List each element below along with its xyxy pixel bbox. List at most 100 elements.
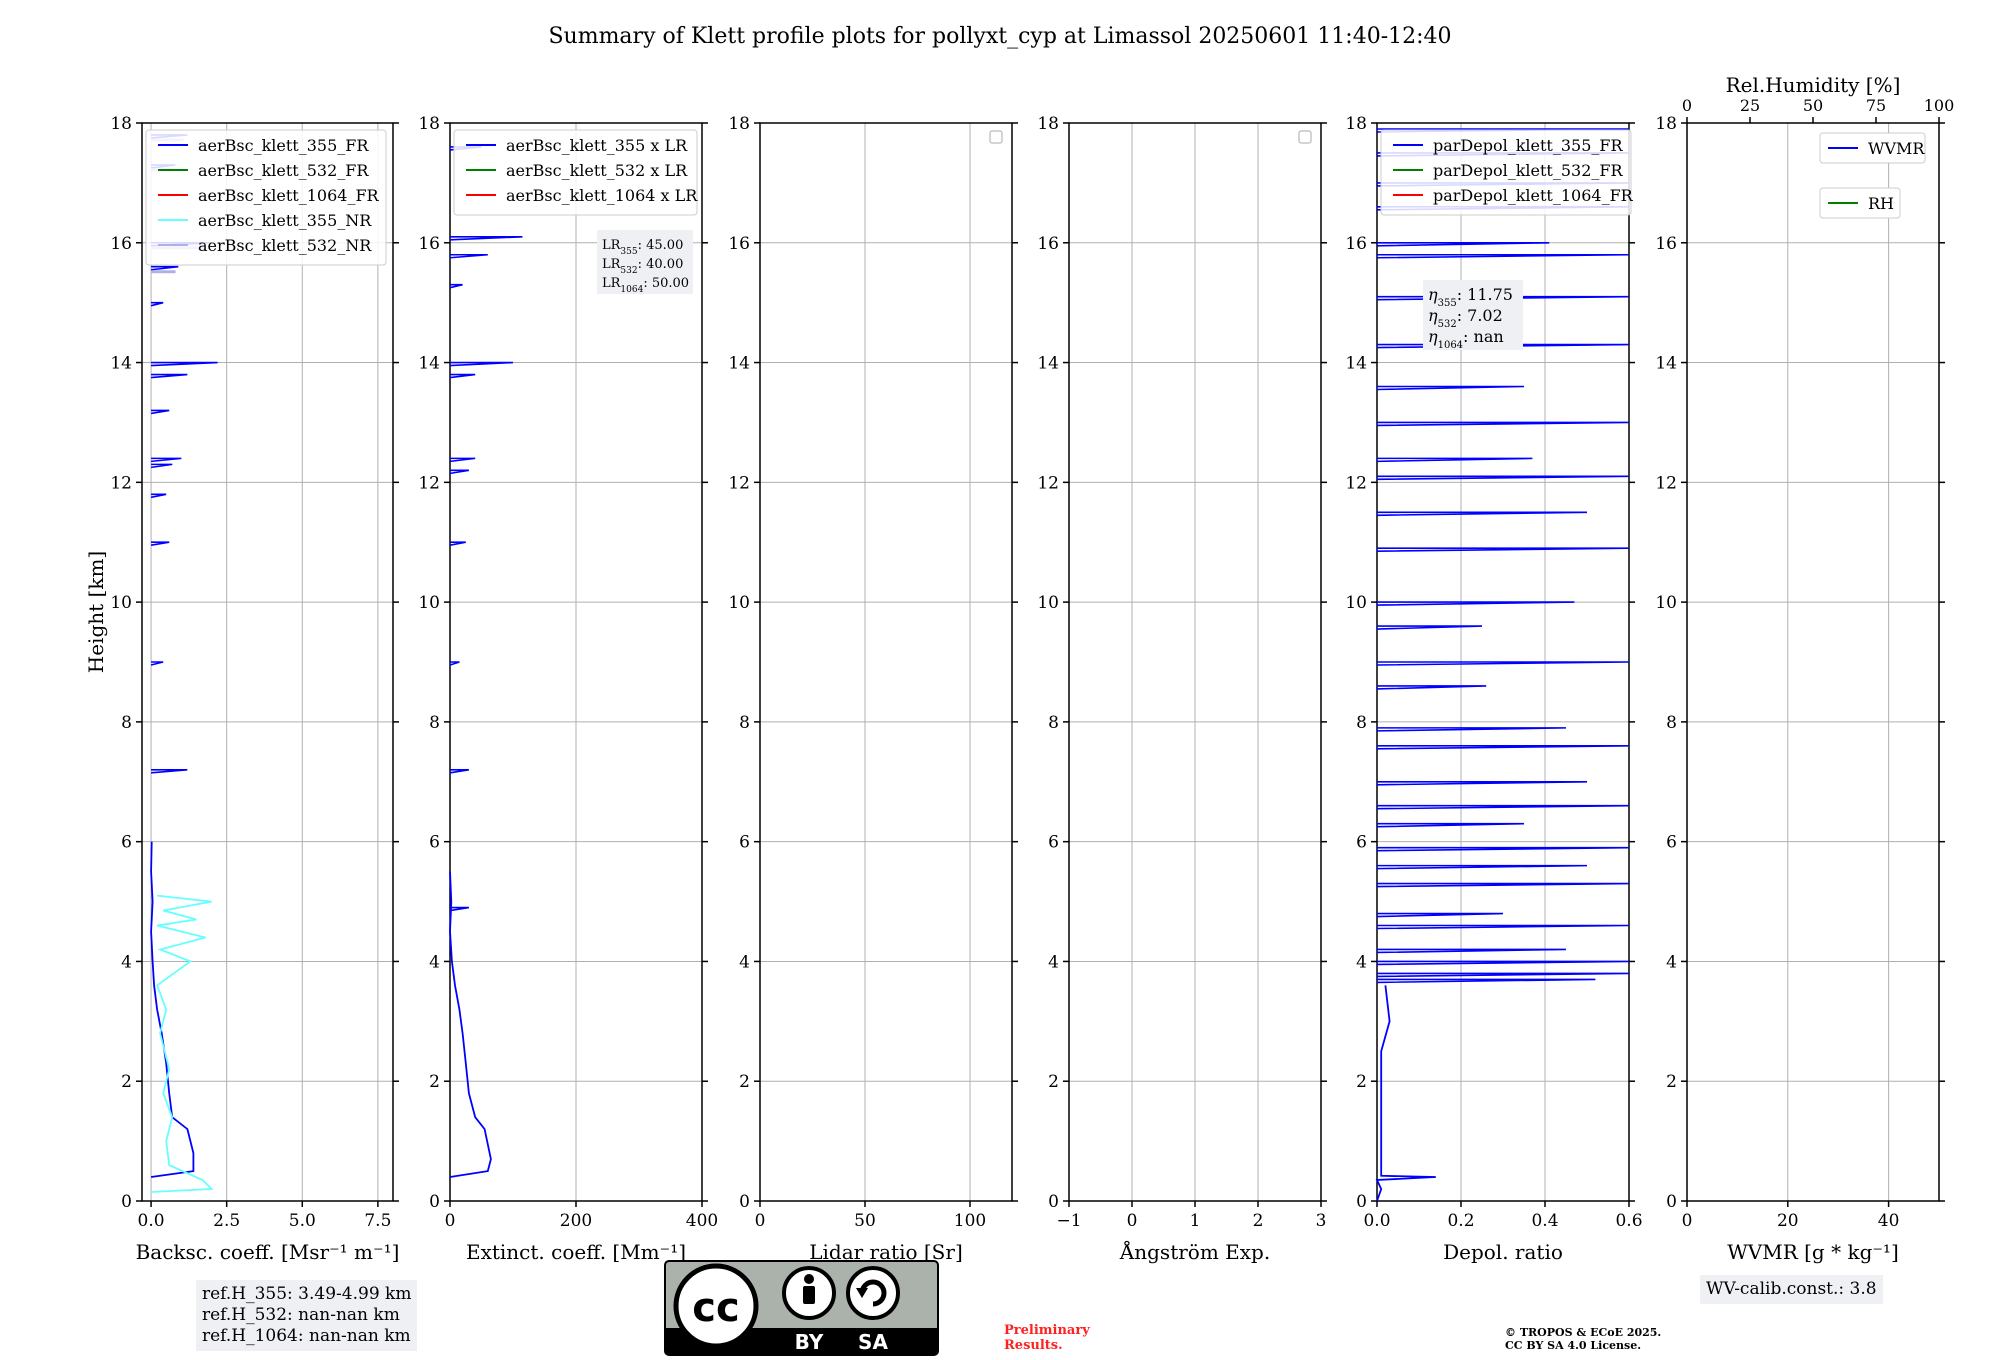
legend-label-parDepol_klett_532_FR: parDepol_klett_532_FR bbox=[1433, 161, 1624, 180]
y-tick-label: 12 bbox=[728, 473, 750, 493]
legend-box bbox=[1819, 132, 1926, 164]
y-tick-label: 6 bbox=[1666, 833, 1677, 853]
profile-spike bbox=[449, 906, 470, 912]
y-tick-label: 12 bbox=[1655, 473, 1677, 493]
legend-box bbox=[1819, 187, 1901, 219]
y-tick-label: 10 bbox=[110, 593, 132, 613]
panel-extinction: 0 200 400 0 2 4 6 8 10 12 14 16 18 Extinct. coeff. [M… bbox=[418, 114, 718, 1264]
series-aerBsc_klett_355 x LR bbox=[449, 871, 492, 1178]
y-tick-label: 16 bbox=[1655, 234, 1677, 254]
y-tick-label: 4 bbox=[1048, 952, 1059, 972]
y-tick-label: 0 bbox=[429, 1192, 440, 1212]
top-x-tick-label: 100 bbox=[1924, 96, 1955, 115]
y-tick-label: 18 bbox=[1345, 114, 1367, 134]
y-tick-label: 4 bbox=[739, 952, 750, 972]
profile-spike bbox=[449, 768, 470, 774]
y-tick-label: 12 bbox=[418, 473, 440, 493]
profile-spike bbox=[449, 469, 470, 475]
lr-info-line: LR532: 40.00 bbox=[602, 257, 683, 276]
profile-spike bbox=[1376, 804, 1630, 810]
lr-info-box bbox=[597, 230, 693, 294]
x-tick-label: 0 bbox=[1127, 1211, 1138, 1231]
profile-spike bbox=[1376, 661, 1630, 666]
panel-wvmr: 0 20 40 0 2 4 6 8 10 12 14 16 18 WVMR [g * kg⁻¹] WVMR R… bbox=[1655, 73, 1954, 1264]
axes-frame bbox=[759, 122, 1013, 1202]
y-tick-label: 4 bbox=[121, 952, 132, 972]
wv-calib-const: WV-calib.const.: 3.8 bbox=[1706, 1279, 1877, 1299]
x-tick-label: 2 bbox=[1253, 1211, 1264, 1231]
axes-frame bbox=[1068, 122, 1322, 1202]
profile-spike bbox=[1376, 912, 1504, 918]
y-tick-label: 16 bbox=[728, 234, 750, 254]
y-axis-label: Height [km] bbox=[84, 551, 108, 673]
x-tick-label: 0 bbox=[1682, 1211, 1693, 1231]
profile-spike bbox=[150, 457, 182, 463]
profile-spike bbox=[150, 541, 170, 547]
series-aerBsc_klett_355_NR bbox=[151, 894, 214, 1193]
x-axis-label: WVMR [g * kg⁻¹] bbox=[1727, 1240, 1899, 1264]
y-tick-label: 6 bbox=[429, 833, 440, 853]
y-tick-label: 2 bbox=[121, 1072, 132, 1092]
profile-spike bbox=[150, 493, 167, 499]
axes-frame bbox=[1686, 122, 1940, 1202]
figure-title: Summary of Klett profile plots for polly… bbox=[548, 24, 1451, 49]
legend-label-aerBsc_klett_1064_FR: aerBsc_klett_1064_FR bbox=[198, 186, 380, 205]
legend-box bbox=[145, 129, 387, 266]
x-tick-label: 50 bbox=[854, 1211, 876, 1231]
panel-depol: 0.0 0.2 0.4 0.6 0 2 4 6 8 10 12 14 16 18 Depol. ratio p… bbox=[1345, 114, 1642, 1264]
profile-spike bbox=[1376, 846, 1630, 852]
y-tick-label: 2 bbox=[1356, 1072, 1367, 1092]
profile-spike bbox=[449, 661, 460, 666]
profile-spike bbox=[449, 235, 523, 241]
y-tick-label: 2 bbox=[429, 1072, 440, 1092]
ref-height-info: ref.H_355: 3.49-4.99 km ref.H_532: nan-n… bbox=[196, 1280, 418, 1351]
y-tick-label: 8 bbox=[429, 713, 440, 733]
y-tick-label: 18 bbox=[728, 114, 750, 134]
series-parDepol_klett_355_FR bbox=[1375, 985, 1436, 1202]
profile-spike bbox=[151, 373, 188, 379]
y-tick-label: 16 bbox=[1345, 234, 1367, 254]
y-tick-label: 18 bbox=[1655, 114, 1677, 134]
y-tick-label: 0 bbox=[1666, 1192, 1677, 1212]
y-tick-label: 8 bbox=[1356, 713, 1367, 733]
profile-spike bbox=[150, 463, 173, 469]
y-tick-label: 12 bbox=[110, 473, 132, 493]
y-tick-label: 16 bbox=[110, 234, 132, 254]
profile-spike bbox=[1376, 241, 1550, 247]
x-tick-label: 0 bbox=[445, 1211, 456, 1231]
legend-label-aerBsc_klett_355 x LR: aerBsc_klett_355 x LR bbox=[506, 136, 688, 155]
y-tick-label: 6 bbox=[1048, 833, 1059, 853]
eta-info-line: η1064: nan bbox=[1428, 327, 1504, 351]
y-tick-label: 12 bbox=[1037, 473, 1059, 493]
x-tick-label: 200 bbox=[560, 1211, 592, 1231]
y-tick-label: 14 bbox=[418, 354, 440, 374]
wv-calib-info: WV-calib.const.: 3.8 bbox=[1700, 1275, 1883, 1304]
y-tick-label: 8 bbox=[739, 713, 750, 733]
profile-spike bbox=[1376, 547, 1630, 553]
x-axis-label: Backsc. coeff. [Msr⁻¹ m⁻¹] bbox=[136, 1240, 400, 1264]
panel-backscatter: 0.0 2.5 5.0 7.5 0 2 4 6 8 10 12 14 16 18 Backsc. coeff… bbox=[110, 114, 399, 1264]
x-axis-label: Ångström Exp. bbox=[1119, 1239, 1270, 1264]
x-axis-label: Depol. ratio bbox=[1443, 1240, 1563, 1264]
y-tick-label: 0 bbox=[1356, 1192, 1367, 1212]
profile-spike bbox=[150, 301, 164, 307]
sa-label: SA bbox=[858, 1330, 888, 1354]
lr-info-line: LR355: 45.00 bbox=[602, 238, 683, 257]
preliminary-line-1: Preliminary bbox=[1004, 1323, 1090, 1338]
empty-legend-box bbox=[1298, 130, 1312, 144]
y-tick-label: 18 bbox=[418, 114, 440, 134]
series-aerBsc_klett_355_FR bbox=[150, 841, 195, 1178]
lr-info-line: LR1064: 50.00 bbox=[602, 276, 689, 295]
x-tick-label: 0.6 bbox=[1615, 1211, 1642, 1231]
x-tick-label: 40 bbox=[1878, 1211, 1900, 1231]
y-tick-label: 18 bbox=[110, 114, 132, 134]
ref-h-355: ref.H_355: 3.49-4.99 km bbox=[202, 1284, 412, 1304]
x-tick-label: 0.2 bbox=[1447, 1211, 1474, 1231]
profile-spike bbox=[1376, 822, 1525, 828]
profile-spike bbox=[151, 768, 188, 774]
y-tick-label: 4 bbox=[1666, 952, 1677, 972]
empty-legend-box bbox=[989, 130, 1003, 144]
